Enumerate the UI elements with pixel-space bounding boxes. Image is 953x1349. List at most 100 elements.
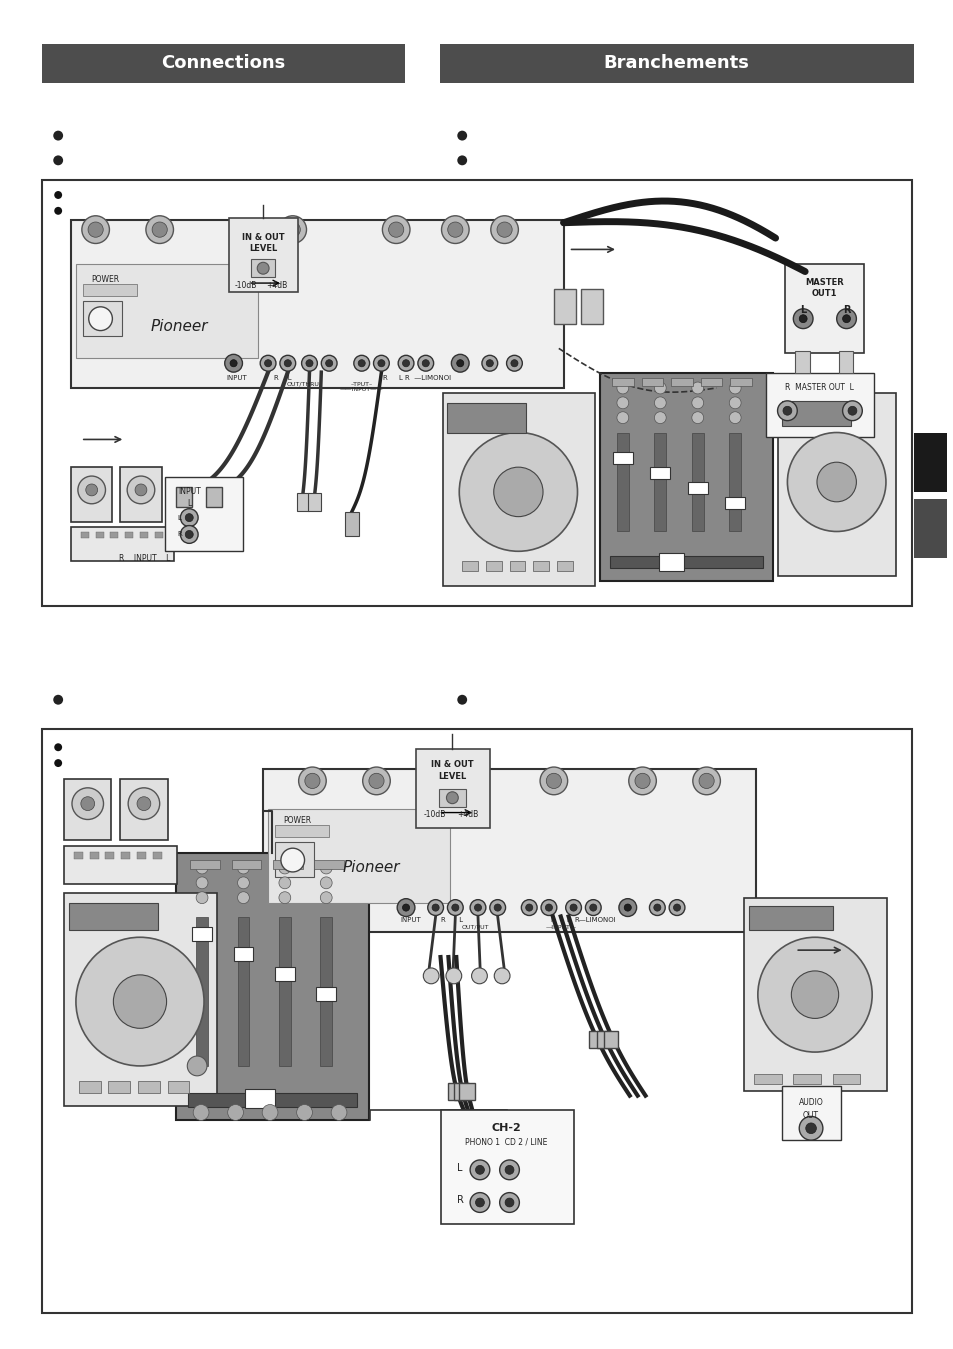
Circle shape bbox=[325, 360, 333, 367]
Circle shape bbox=[793, 309, 812, 329]
Circle shape bbox=[306, 360, 313, 367]
Bar bbox=[237, 917, 249, 1066]
Text: R     L: R L bbox=[383, 375, 403, 380]
Text: OUT/THRU: OUT/THRU bbox=[286, 382, 318, 387]
Bar bbox=[106, 853, 114, 859]
Bar bbox=[724, 496, 744, 509]
Bar bbox=[42, 43, 405, 84]
Text: LEVEL: LEVEL bbox=[437, 773, 466, 781]
Bar bbox=[64, 846, 177, 884]
Circle shape bbox=[699, 773, 714, 789]
Circle shape bbox=[296, 1105, 312, 1121]
Circle shape bbox=[237, 862, 249, 874]
Circle shape bbox=[298, 768, 326, 795]
Bar bbox=[670, 378, 692, 386]
Bar bbox=[229, 217, 297, 291]
Circle shape bbox=[654, 411, 665, 424]
Bar bbox=[438, 789, 466, 807]
Text: R: R bbox=[177, 532, 182, 537]
Bar bbox=[599, 374, 772, 581]
Circle shape bbox=[71, 788, 104, 819]
Circle shape bbox=[841, 314, 849, 322]
Circle shape bbox=[81, 797, 94, 811]
Text: L: L bbox=[187, 499, 192, 509]
Circle shape bbox=[54, 759, 62, 768]
Circle shape bbox=[847, 406, 856, 415]
Text: –TPUT–: –TPUT– bbox=[351, 382, 373, 387]
Circle shape bbox=[278, 216, 306, 243]
Circle shape bbox=[427, 900, 443, 916]
Circle shape bbox=[470, 900, 485, 916]
Bar bbox=[71, 526, 174, 561]
Bar bbox=[268, 808, 450, 902]
Circle shape bbox=[506, 355, 522, 371]
Bar bbox=[152, 853, 161, 859]
Bar bbox=[111, 533, 118, 538]
Circle shape bbox=[654, 397, 665, 409]
Circle shape bbox=[377, 360, 385, 367]
Bar bbox=[176, 853, 368, 1121]
Bar bbox=[316, 986, 335, 1001]
Bar bbox=[832, 1074, 860, 1083]
Circle shape bbox=[490, 216, 517, 243]
Circle shape bbox=[653, 904, 660, 911]
Circle shape bbox=[805, 1122, 816, 1133]
Bar bbox=[659, 553, 683, 571]
Text: +4dB: +4dB bbox=[457, 809, 478, 819]
Bar bbox=[196, 917, 208, 1066]
Circle shape bbox=[89, 306, 112, 331]
Circle shape bbox=[570, 904, 577, 911]
Text: R    L: R L bbox=[274, 375, 292, 380]
Circle shape bbox=[262, 1105, 277, 1121]
Circle shape bbox=[128, 788, 159, 819]
Circle shape bbox=[423, 969, 438, 983]
Bar bbox=[273, 861, 302, 869]
Bar bbox=[743, 897, 886, 1091]
Circle shape bbox=[728, 382, 740, 394]
Bar bbox=[121, 853, 130, 859]
Text: INPUT: INPUT bbox=[400, 917, 421, 924]
Circle shape bbox=[447, 223, 462, 237]
Circle shape bbox=[362, 768, 390, 795]
Bar bbox=[140, 533, 148, 538]
Circle shape bbox=[135, 484, 147, 496]
Text: MASTER: MASTER bbox=[804, 278, 843, 286]
Bar bbox=[232, 861, 261, 869]
Text: -10dB: -10dB bbox=[423, 809, 445, 819]
Bar bbox=[604, 1031, 618, 1048]
Circle shape bbox=[623, 904, 631, 911]
Circle shape bbox=[402, 360, 409, 367]
Circle shape bbox=[470, 1193, 489, 1213]
Circle shape bbox=[799, 1117, 822, 1140]
Circle shape bbox=[691, 411, 703, 424]
Bar bbox=[654, 433, 665, 532]
Circle shape bbox=[456, 695, 467, 704]
Bar bbox=[462, 561, 477, 571]
Bar bbox=[83, 285, 137, 295]
Circle shape bbox=[475, 1198, 484, 1207]
Bar bbox=[613, 452, 632, 464]
Circle shape bbox=[504, 1166, 514, 1174]
Bar bbox=[274, 967, 294, 981]
Text: IN & OUT: IN & OUT bbox=[431, 759, 474, 769]
Bar bbox=[458, 1082, 475, 1101]
Circle shape bbox=[486, 360, 493, 367]
Circle shape bbox=[374, 355, 389, 371]
Circle shape bbox=[53, 695, 63, 704]
Bar bbox=[176, 487, 192, 507]
Bar bbox=[509, 561, 525, 571]
Circle shape bbox=[649, 900, 664, 916]
Bar bbox=[641, 378, 662, 386]
Bar bbox=[69, 902, 157, 931]
Bar bbox=[617, 433, 628, 532]
Circle shape bbox=[396, 898, 415, 916]
Circle shape bbox=[196, 862, 208, 874]
Circle shape bbox=[504, 1198, 514, 1207]
Bar bbox=[165, 478, 243, 552]
Bar bbox=[109, 1081, 130, 1093]
Bar bbox=[320, 917, 332, 1066]
Text: R: R bbox=[841, 305, 849, 314]
Circle shape bbox=[402, 904, 409, 911]
Bar bbox=[609, 556, 762, 568]
Circle shape bbox=[728, 397, 740, 409]
